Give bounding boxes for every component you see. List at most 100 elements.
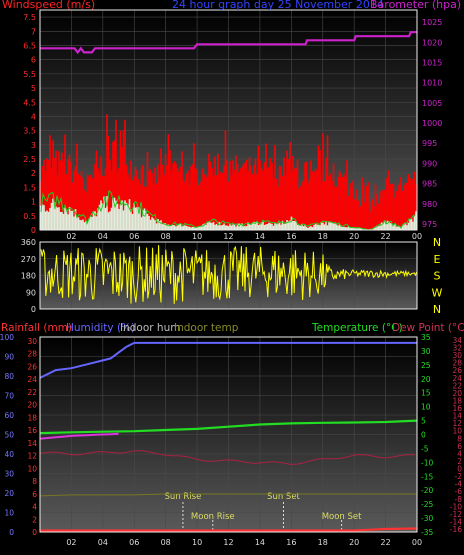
event-label: Moon Rise xyxy=(191,512,235,522)
dewpoint-tick-label: 34 xyxy=(452,336,462,345)
windspeed-tick-label: 4.5 xyxy=(23,98,36,107)
rainfall-axis-label: Rainfall (mm) xyxy=(1,322,72,334)
rainfall-tick-label: 8 xyxy=(32,477,37,486)
rainfall-tick-label: 20 xyxy=(27,401,37,410)
rainfall-tick-label: 16 xyxy=(27,426,37,435)
direction-tick-label: 0 xyxy=(31,305,36,314)
temp-hour-tick: 10 xyxy=(192,538,202,547)
indoor-temp-line xyxy=(39,432,119,440)
direction-tick-label: 90 xyxy=(26,288,36,297)
dewpoint-tick-label: -6 xyxy=(455,487,463,496)
windspeed-tick-label: 5 xyxy=(31,84,36,93)
temperature-tick-label: -15 xyxy=(421,472,433,481)
rainfall-tick-label: 24 xyxy=(27,375,37,384)
rainfall-line xyxy=(40,527,418,532)
rainfall-tick-label: 4 xyxy=(32,503,37,512)
rainfall-tick-label: 12 xyxy=(27,452,37,461)
dewpoint-tick-label: 14 xyxy=(452,412,462,421)
dewpoint-tick-label: 26 xyxy=(452,366,462,375)
rainfall-tick-label: 30 xyxy=(27,337,37,346)
temperature-line xyxy=(39,419,418,435)
humidity-tick-label: 100 xyxy=(0,333,14,342)
dewpoint-tick-label: 12 xyxy=(452,419,462,428)
wind-barometer-panel: 00.511.522.533.544.555.566.577.5 9759809… xyxy=(2,0,461,241)
temp-plot-frame xyxy=(39,336,418,533)
compass-label: E xyxy=(434,253,441,266)
dewpoint-tick-labels: -16-14-12-10-8-6-4-202468101214161820222… xyxy=(450,336,462,534)
rainfall-tick-label: 0 xyxy=(32,528,37,537)
dewpoint-tick-label: 2 xyxy=(457,457,462,466)
windspeed-tick-label: 6.5 xyxy=(23,41,36,50)
compass-label: N xyxy=(433,303,441,316)
barometer-tick-label: 1025 xyxy=(422,18,442,27)
dewpoint-tick-label: 4 xyxy=(457,449,462,458)
temp-hour-tick: 20 xyxy=(349,538,359,547)
humidity-tick-label: 30 xyxy=(4,470,14,479)
indoor-humidity-line xyxy=(39,493,417,497)
wind-hour-tick: 06 xyxy=(129,232,139,241)
rainfall-tick-label: 14 xyxy=(27,439,37,448)
dewpoint-tick-label: 16 xyxy=(452,404,462,413)
humidity-tick-label: 70 xyxy=(4,392,14,401)
barometer-tick-label: 990 xyxy=(422,159,437,168)
humidity-tick-label: 20 xyxy=(4,489,14,498)
wind-hour-tick: 02 xyxy=(66,232,76,241)
windspeed-line xyxy=(40,189,416,231)
rainfall-tick-label: 2 xyxy=(32,515,37,524)
windspeed-tick-label: 4 xyxy=(31,112,36,121)
temperature-tick-label: 25 xyxy=(421,361,431,370)
barometer-tick-label: 985 xyxy=(422,180,437,189)
humidity-tick-label: 90 xyxy=(4,353,14,362)
dewpoint-tick-label: 6 xyxy=(457,442,462,451)
dewpoint-tick-label: 28 xyxy=(452,359,462,368)
windspeed-tick-label: 2 xyxy=(31,169,36,178)
humidity-tick-label: 80 xyxy=(4,372,14,381)
direction-tick-label: 360 xyxy=(21,238,36,247)
dewpoint-tick-label: 30 xyxy=(452,351,462,360)
barometer-tick-label: 1020 xyxy=(422,38,442,47)
windspeed-axis-label: Windspeed (m/s) xyxy=(2,0,95,11)
windspeed-tick-label: 1.5 xyxy=(23,183,36,192)
dewpoint-tick-label: 10 xyxy=(452,427,462,436)
barometer-tick-labels: 975 980 985 990 995 1000 1005 1010 1015 1020 1025 xyxy=(422,18,442,229)
dewpoint-tick-label: 8 xyxy=(457,434,462,443)
wind-hour-tick: 14 xyxy=(255,232,265,241)
barometer-tick-label: 1015 xyxy=(422,58,442,67)
temperature-tick-labels: -35 -30 -25 -20 -15 -10 -5 0 5 10 15 20 25 30 35 xyxy=(421,333,433,537)
dewpoint-tick-label: -2 xyxy=(455,472,463,481)
wind-hour-tick: 08 xyxy=(161,232,171,241)
wind-hour-tick: 10 xyxy=(192,232,202,241)
windspeed-tick-label: 2.5 xyxy=(23,155,36,164)
direction-plot-frame xyxy=(39,241,418,310)
barometer-tick-label: 980 xyxy=(422,200,437,209)
humidity-tick-label: 10 xyxy=(4,509,14,518)
indoor-hum-label: Indoor hum xyxy=(120,322,180,334)
dewpoint-tick-label: 32 xyxy=(452,344,462,353)
temperature-tick-label: 35 xyxy=(421,333,431,342)
temp-hour-tick: 00 xyxy=(412,538,422,547)
temperature-axis-label: Temperature (°C) xyxy=(311,322,403,334)
windspeed-tick-label: 0.5 xyxy=(23,212,36,221)
windspeed-tick-labels: 0 0.5 1 1.5 2 2.5 3 3.5 4 4.5 5 5.5 6 6.5 7 7.5 xyxy=(23,13,36,235)
wind-hour-tick: 04 xyxy=(98,232,108,241)
dewpoint-tick-label: -4 xyxy=(455,480,463,489)
wind-hour-tick: 16 xyxy=(286,232,296,241)
humidity-line xyxy=(39,341,417,379)
temperature-tick-label: 10 xyxy=(421,403,431,412)
compass-label: S xyxy=(434,270,441,283)
compass-label: W xyxy=(432,286,443,299)
barometer-line xyxy=(40,31,417,55)
windspeed-tick-label: 7.5 xyxy=(23,13,36,22)
wind-hour-tick: 18 xyxy=(318,232,328,241)
temp-gridlines xyxy=(40,336,418,533)
temp-hour-tick: 12 xyxy=(223,538,233,547)
temperature-tick-label: -20 xyxy=(421,486,433,495)
event-label: Sun Rise xyxy=(165,492,202,502)
wind-hour-tick-labels: 02 04 06 08 10 12 14 16 18 20 22 00 xyxy=(66,232,422,241)
barometer-tick-label: 1005 xyxy=(422,99,442,108)
temp-marks xyxy=(39,341,418,532)
windspeed-tick-label: 3.5 xyxy=(23,127,36,136)
